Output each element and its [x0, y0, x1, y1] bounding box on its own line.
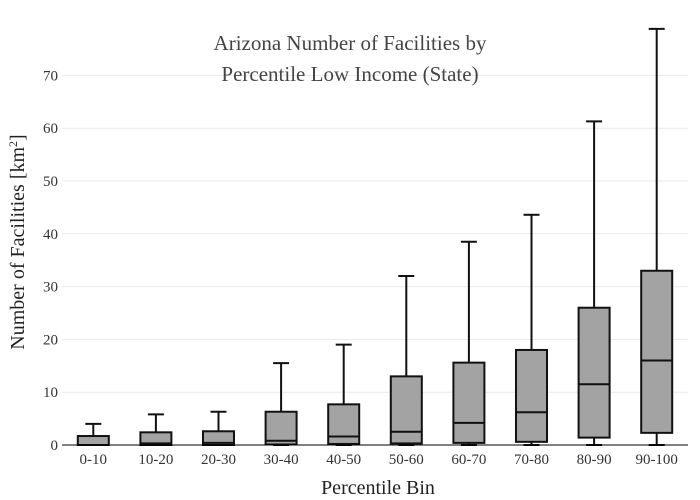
- x-axis-title: Percentile Bin: [321, 477, 435, 499]
- y-tick-label-60: 60: [43, 121, 58, 137]
- y-tick-label-40: 40: [43, 227, 58, 243]
- y-axis-title: Number of Facilities [km2]: [6, 134, 29, 349]
- y-tick-label-30: 30: [43, 280, 58, 296]
- box-iqr: [640, 269, 674, 434]
- box-group-0-10: [76, 422, 110, 446]
- box-group-80-90: [577, 120, 611, 446]
- x-tick-label-60-70: 60-70: [451, 452, 486, 468]
- box-group-30-40: [264, 362, 298, 446]
- x-tick-label-50-60: 50-60: [389, 452, 424, 468]
- y-tick-label-70: 70: [43, 68, 58, 84]
- box-group-60-70: [452, 240, 486, 446]
- box-group-20-30: [202, 410, 235, 447]
- x-tick-label-80-90: 80-90: [577, 452, 612, 468]
- y-axis-title-main: Number of Facilities [km: [7, 147, 29, 350]
- x-tick-label-90-100: 90-100: [635, 452, 678, 468]
- y-axis-title-superscript: 2: [6, 141, 20, 147]
- grid-layer: [62, 74, 688, 393]
- chart-title-line-2: Percentile Low Income (State): [221, 62, 478, 86]
- x-tick-label-20-30: 20-30: [201, 452, 236, 468]
- box-group-50-60: [389, 275, 423, 446]
- box-iqr: [389, 375, 423, 445]
- y-tick-label-50: 50: [43, 174, 58, 190]
- box-group-10-20: [139, 413, 173, 447]
- y-axis-title-end: ]: [7, 134, 29, 141]
- x-tick-label-0-10: 0-10: [80, 452, 108, 468]
- x-tick-label-10-20: 10-20: [138, 452, 173, 468]
- y-axis-title-group: Number of Facilities [km2]: [6, 134, 29, 349]
- chart-title-line-1: Arizona Number of Facilities by: [214, 31, 487, 55]
- box-layer: [76, 27, 674, 447]
- box-iqr: [577, 306, 611, 439]
- box-iqr: [76, 435, 110, 446]
- x-tick-labels: 0-10 10-20 20-30 30-40 40-50 50-60 60-70 70-80 8…: [80, 452, 678, 468]
- box-group-70-80: [515, 213, 548, 446]
- box-iqr: [515, 348, 548, 443]
- box-iqr: [327, 403, 361, 445]
- y-tick-label-10: 10: [43, 385, 58, 401]
- x-tick-label-70-80: 70-80: [514, 452, 549, 468]
- box-iqr: [264, 410, 298, 446]
- y-tick-label-20: 20: [43, 332, 58, 348]
- y-tick-labels: 0 10 20 30 40 50 60 70: [43, 68, 58, 454]
- box-group-40-50: [327, 343, 361, 446]
- x-tick-label-30-40: 30-40: [264, 452, 299, 468]
- box-group-90-100: [640, 27, 674, 446]
- y-tick-label-0: 0: [51, 438, 59, 454]
- x-tick-label-40-50: 40-50: [326, 452, 361, 468]
- box-iqr: [452, 361, 486, 444]
